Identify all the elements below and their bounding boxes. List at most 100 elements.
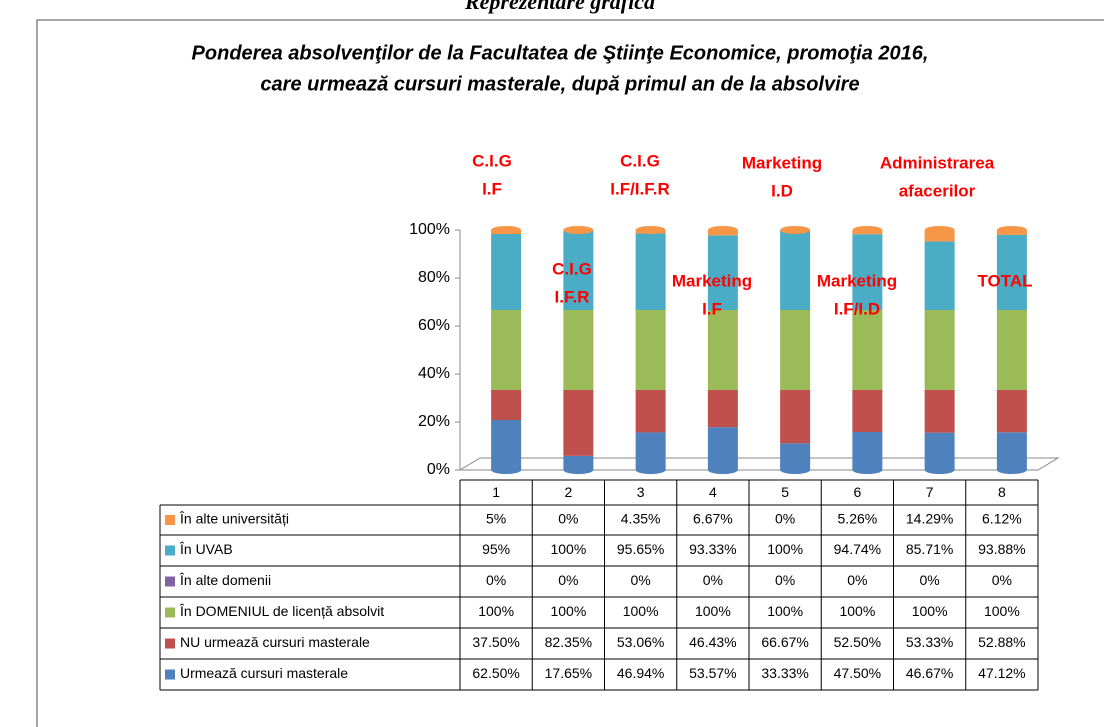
table-cell: 0% [631,572,651,588]
table-cell: 6.12% [982,511,1022,527]
annotation: I.F [482,179,502,198]
table-cell: 100% [767,541,803,557]
bar-segment [491,420,522,470]
legend-label: Urmează cursuri masterale [180,665,348,681]
table-cell: 100% [984,603,1020,619]
bar-cap [563,226,594,234]
bar-segment [635,233,666,310]
table-cell: 94.74% [834,541,881,557]
bar-cap [852,226,883,234]
y-tick-label: 80% [418,269,450,286]
table-cell: 4.35% [621,511,661,527]
table-cell: 33.33% [761,665,808,681]
heading: Reprezentare grafică [464,0,655,14]
bar-segment [852,432,883,470]
annotation: Marketing [742,153,822,172]
x-tick-label: 5 [781,484,789,500]
table-cell: 0% [486,572,506,588]
bar-segment [852,234,883,310]
bar-cap [707,226,738,234]
table-cell: 46.67% [906,665,953,681]
y-tick-label: 0% [427,461,450,478]
x-tick-label: 7 [926,484,934,500]
table-cell: 14.29% [906,511,953,527]
annotation: C.I.G [620,151,660,170]
table-cell: 100% [550,541,586,557]
legend-swatch [165,545,175,556]
bar-base [852,466,883,474]
bar-segment [996,432,1027,470]
x-tick-label: 8 [998,484,1006,500]
table-cell: 100% [695,603,731,619]
bar-segment [924,310,955,390]
bar-segment [924,390,955,433]
legend-label: În alte domenii [179,572,271,588]
table-cell: 95.65% [617,541,664,557]
annotation: Administrarea [880,153,995,172]
bar-base [707,466,738,474]
bar-segment [491,310,522,390]
annotation: I.F/I.F.R [610,179,670,198]
table-cell: 0% [558,511,578,527]
table-cell: 53.57% [689,665,736,681]
table-cell: 82.35% [545,634,592,650]
annotation: I.F/I.D [834,299,880,318]
table-cell: 5% [486,511,506,527]
table-cell: 0% [558,572,578,588]
table-cell: 100% [623,603,659,619]
floor [458,457,1060,471]
x-tick-label: 4 [709,484,717,500]
table-cell: 66.67% [761,634,808,650]
bar-segment [780,443,811,470]
bar-segment [996,390,1027,433]
bar-cap [635,226,666,234]
bar-segment [852,310,883,390]
bar-cap [924,226,955,234]
legend-swatch [165,515,175,525]
legend-swatch [165,669,175,680]
chart-title: care urmează cursuri masterale, după pri… [260,73,859,95]
table-cell: 46.94% [617,665,664,681]
bar-cap [491,226,522,234]
table-cell: 0% [775,572,795,588]
table-cell: 85.71% [906,541,953,557]
annotation: I.F.R [555,287,590,306]
bar-segment [996,310,1027,390]
annotation: afacerilor [899,181,976,200]
table-cell: 46.43% [689,634,736,650]
legend-swatch [165,638,175,649]
bar-segment [996,234,1027,310]
y-tick-label: 60% [418,317,450,334]
bar-segment [780,390,811,444]
bar-cap [996,226,1027,234]
bar-segment [924,230,955,242]
bar-cap [780,226,811,234]
bar-base [780,466,811,474]
bar-segment [780,230,811,310]
y-tick-label: 20% [418,413,450,430]
bar-segment [924,432,955,470]
bar-segment [707,310,738,390]
table-cell: 47.12% [978,665,1025,681]
legend-label: NU urmează cursuri masterale [180,634,370,650]
chart-title: Ponderea absolvenţilor de la Facultatea … [192,42,929,64]
bar-segment [563,310,594,390]
table-cell: 52.88% [978,634,1025,650]
x-tick-label: 3 [637,484,645,500]
legend-label: În DOMENIUL de licență absolvit [179,603,384,619]
table-cell: 95% [482,541,510,557]
annotation: Marketing [817,271,897,290]
bar-segment [491,234,522,310]
legend-swatch [165,607,175,618]
bar-segment [635,390,666,433]
bar-base [491,466,522,474]
bar-segment [563,390,594,456]
bar-segment [707,390,738,428]
x-tick-label: 2 [564,484,572,500]
table-cell: 47.50% [834,665,881,681]
table-cell: 53.06% [617,634,664,650]
table-cell: 17.65% [545,665,592,681]
bar-segment [491,390,522,420]
bar-base [635,466,666,474]
